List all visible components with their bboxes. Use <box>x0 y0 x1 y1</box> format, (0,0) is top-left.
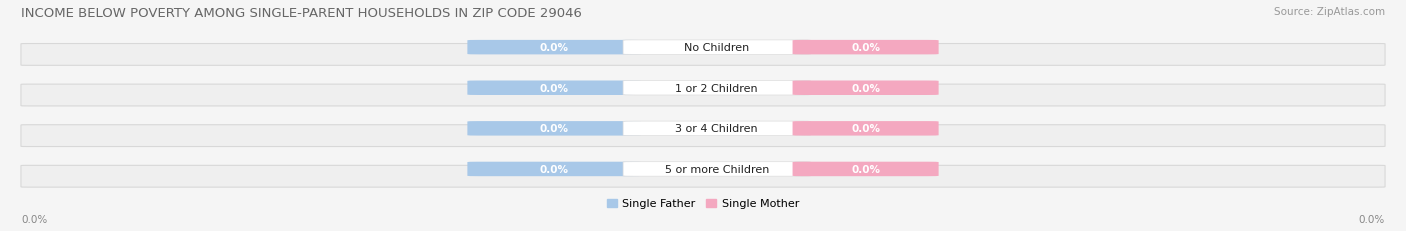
Text: INCOME BELOW POVERTY AMONG SINGLE-PARENT HOUSEHOLDS IN ZIP CODE 29046: INCOME BELOW POVERTY AMONG SINGLE-PARENT… <box>21 7 582 20</box>
Text: 0.0%: 0.0% <box>851 43 880 53</box>
FancyBboxPatch shape <box>21 85 1385 106</box>
FancyBboxPatch shape <box>467 81 641 96</box>
Text: 0.0%: 0.0% <box>851 164 880 174</box>
FancyBboxPatch shape <box>793 41 939 55</box>
Text: Source: ZipAtlas.com: Source: ZipAtlas.com <box>1274 7 1385 17</box>
Text: 0.0%: 0.0% <box>540 43 568 53</box>
FancyBboxPatch shape <box>793 122 939 136</box>
FancyBboxPatch shape <box>21 44 1385 66</box>
FancyBboxPatch shape <box>793 162 939 176</box>
FancyBboxPatch shape <box>467 162 641 176</box>
Text: 0.0%: 0.0% <box>540 83 568 93</box>
Text: 0.0%: 0.0% <box>540 164 568 174</box>
Text: 1 or 2 Children: 1 or 2 Children <box>675 83 758 93</box>
FancyBboxPatch shape <box>467 41 641 55</box>
FancyBboxPatch shape <box>623 41 810 55</box>
Text: 0.0%: 0.0% <box>1358 214 1385 224</box>
FancyBboxPatch shape <box>21 125 1385 147</box>
FancyBboxPatch shape <box>623 81 810 96</box>
Text: No Children: No Children <box>685 43 749 53</box>
Text: 0.0%: 0.0% <box>851 83 880 93</box>
Text: 0.0%: 0.0% <box>851 124 880 134</box>
Text: 3 or 4 Children: 3 or 4 Children <box>675 124 758 134</box>
Text: 5 or more Children: 5 or more Children <box>665 164 769 174</box>
FancyBboxPatch shape <box>793 81 939 96</box>
Text: 0.0%: 0.0% <box>21 214 48 224</box>
Legend: Single Father, Single Mother: Single Father, Single Mother <box>602 194 804 213</box>
FancyBboxPatch shape <box>21 166 1385 187</box>
FancyBboxPatch shape <box>623 122 810 136</box>
FancyBboxPatch shape <box>623 162 810 176</box>
FancyBboxPatch shape <box>467 122 641 136</box>
Text: 0.0%: 0.0% <box>540 124 568 134</box>
